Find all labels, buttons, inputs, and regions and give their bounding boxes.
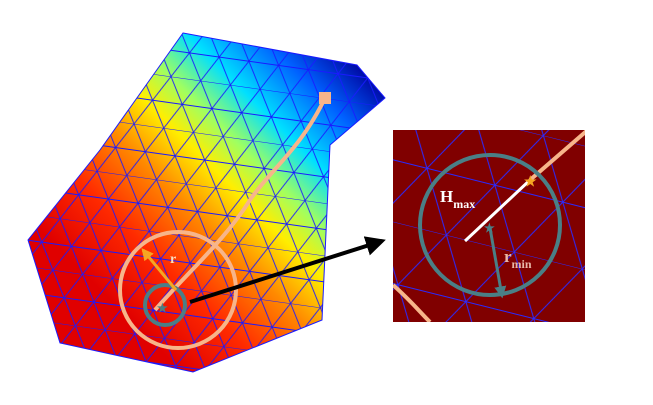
start-marker (319, 92, 331, 104)
inset-circle-arc (393, 283, 432, 322)
rmin-main: r (504, 247, 512, 266)
inset-min-circle (418, 153, 562, 297)
hmax-main: H (440, 187, 453, 206)
path-curve (153, 97, 327, 312)
inset-star: ★ (524, 174, 537, 190)
radius-arrow (141, 248, 178, 291)
mesh-domain (27, 32, 386, 373)
zoom-arrow (189, 236, 386, 304)
rmin-label: rmin (504, 247, 532, 271)
min-circle (143, 283, 187, 327)
mesh-lines (27, 32, 386, 373)
search-circle (118, 230, 238, 350)
rmin-sub: min (512, 257, 532, 271)
inset-center-star: ★ (484, 221, 495, 235)
hmax-line (463, 178, 532, 243)
inset-path (528, 130, 585, 182)
radius-label: r (170, 252, 176, 267)
hmax-label: Hmax (440, 187, 475, 211)
rmin-arrow (488, 227, 507, 299)
hmax-sub: max (453, 197, 475, 211)
star-marker: ★ (157, 301, 168, 315)
inset: ★ ★ Hmax rmin (393, 130, 585, 322)
